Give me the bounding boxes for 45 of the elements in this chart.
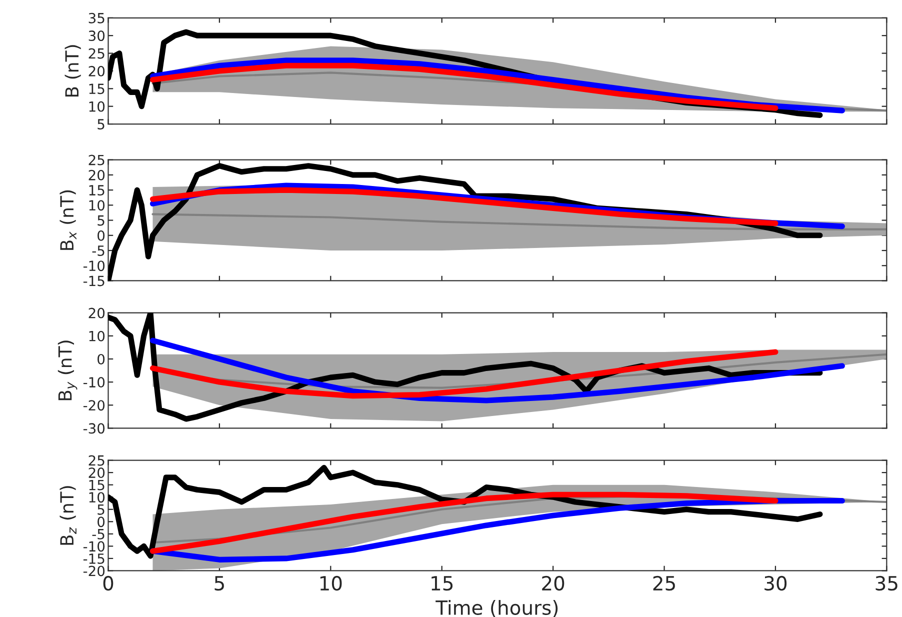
y-tick-label: -5 (92, 529, 104, 540)
y-tick-label: 25 (88, 455, 104, 466)
x-tick-label: 5 (214, 576, 224, 591)
y-axis-title: B$_{y}$ (nT) (58, 340, 78, 400)
y-tick-label: 5 (98, 215, 104, 226)
y-axis-title: B$_{z}$ (nT) (60, 486, 76, 545)
line-series (152, 213, 887, 230)
y-axis-title: B (nT) (64, 45, 81, 97)
x-tick-label: 15 (432, 576, 453, 591)
y-tick-label: -20 (83, 400, 105, 411)
y-tick-label: 25 (88, 48, 104, 59)
y-tick-label: 30 (88, 30, 105, 42)
y-tick-label: -10 (83, 541, 105, 552)
y-tick-label: -30 (83, 423, 105, 434)
y-tick-label: 20 (88, 468, 105, 478)
x-tick-label: 35 (876, 576, 898, 591)
y-tick-label: 35 (88, 12, 104, 24)
y-tick-label: 10 (89, 200, 105, 211)
y-tick-label: -15 (83, 554, 104, 564)
y-tick-label: 15 (89, 84, 104, 94)
y-tick-label: 10 (89, 101, 105, 112)
y-tick-label: 20 (88, 66, 105, 76)
x-axis-title: Time (hours) (436, 600, 558, 617)
y-tick-label: 0 (98, 354, 105, 364)
x-tick-label: 20 (542, 576, 564, 591)
y-tick-label: -10 (83, 377, 105, 388)
y-tick-label: -20 (83, 566, 105, 576)
x-tick-label: 30 (764, 576, 787, 591)
y-tick-label: 10 (89, 492, 105, 503)
y-tick-label: -10 (83, 260, 105, 272)
x-tick-label: 25 (653, 576, 675, 591)
x-tick-label: 10 (320, 576, 342, 591)
y-tick-label: 20 (88, 308, 105, 318)
y-tick-label: 10 (89, 330, 105, 342)
y-tick-label: 0 (98, 230, 105, 241)
y-tick-label: 20 (88, 170, 105, 180)
y-tick-label: 5 (98, 119, 104, 130)
y-tick-label: -5 (92, 246, 104, 256)
y-tick-label: 15 (89, 185, 104, 196)
y-tick-label: 5 (98, 504, 104, 515)
y-tick-label: 25 (88, 154, 104, 166)
y-tick-label: 0 (98, 516, 105, 528)
y-tick-label: -15 (83, 276, 104, 286)
y-tick-label: 15 (89, 480, 104, 490)
y-axis-title: B$_{x}$ (nT) (60, 190, 76, 250)
